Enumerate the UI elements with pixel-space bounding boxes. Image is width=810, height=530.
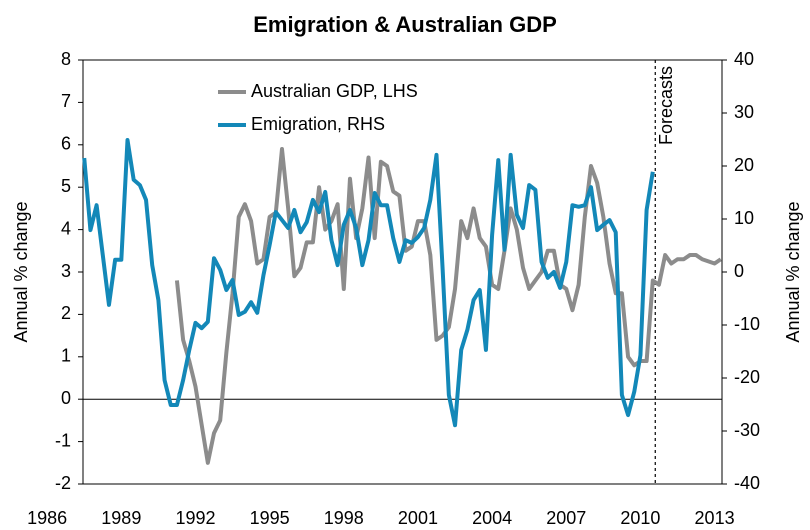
x-tick-label: 2007 (546, 508, 586, 528)
y-tick-label: -2 (55, 473, 71, 493)
y-tick-label: 5 (61, 176, 71, 196)
y-tick-label: 7 (61, 91, 71, 111)
y-tick-label: 3 (61, 261, 71, 281)
x-tick-label: 2013 (695, 508, 735, 528)
y2-tick-label: 0 (734, 261, 744, 281)
y2-tick-label: 20 (734, 155, 754, 175)
y2-tick-label: -10 (734, 314, 760, 334)
chart-title: Emigration & Australian GDP (253, 12, 557, 37)
y2-tick-label: -30 (734, 420, 760, 440)
y-axis-label: Annual % change (11, 201, 31, 342)
series-line (82, 138, 655, 428)
y-tick-label: -1 (55, 430, 71, 450)
y2-tick-label: 40 (734, 49, 754, 69)
y-tick-label: 0 (61, 388, 71, 408)
x-tick-label: 2010 (620, 508, 660, 528)
y2-tick-label: 30 (734, 102, 754, 122)
y-tick-label: 2 (61, 303, 71, 323)
x-tick-label: 1992 (175, 508, 215, 528)
series-line (174, 147, 722, 465)
x-tick-label: 2004 (472, 508, 512, 528)
y2-tick-label: 10 (734, 208, 754, 228)
annotation: Forecasts (656, 66, 676, 145)
x-tick-label: 2001 (398, 508, 438, 528)
x-tick-label: 1986 (27, 508, 67, 528)
x-tick-label: 1998 (324, 508, 364, 528)
y-tick-label: 1 (61, 346, 71, 366)
y-tick-label: 8 (61, 49, 71, 69)
legend-label: Emigration, RHS (251, 114, 385, 134)
x-tick-label: 1995 (250, 508, 290, 528)
y-tick-label: 4 (61, 218, 71, 238)
y2-tick-label: -20 (734, 367, 760, 387)
y-tick-label: 6 (61, 134, 71, 154)
y2-tick-label: -40 (734, 473, 760, 493)
legend-label: Australian GDP, LHS (251, 81, 418, 101)
plot-frame (82, 59, 723, 485)
y2-axis-label: Annual % change (783, 201, 803, 342)
x-tick-label: 1989 (101, 508, 141, 528)
